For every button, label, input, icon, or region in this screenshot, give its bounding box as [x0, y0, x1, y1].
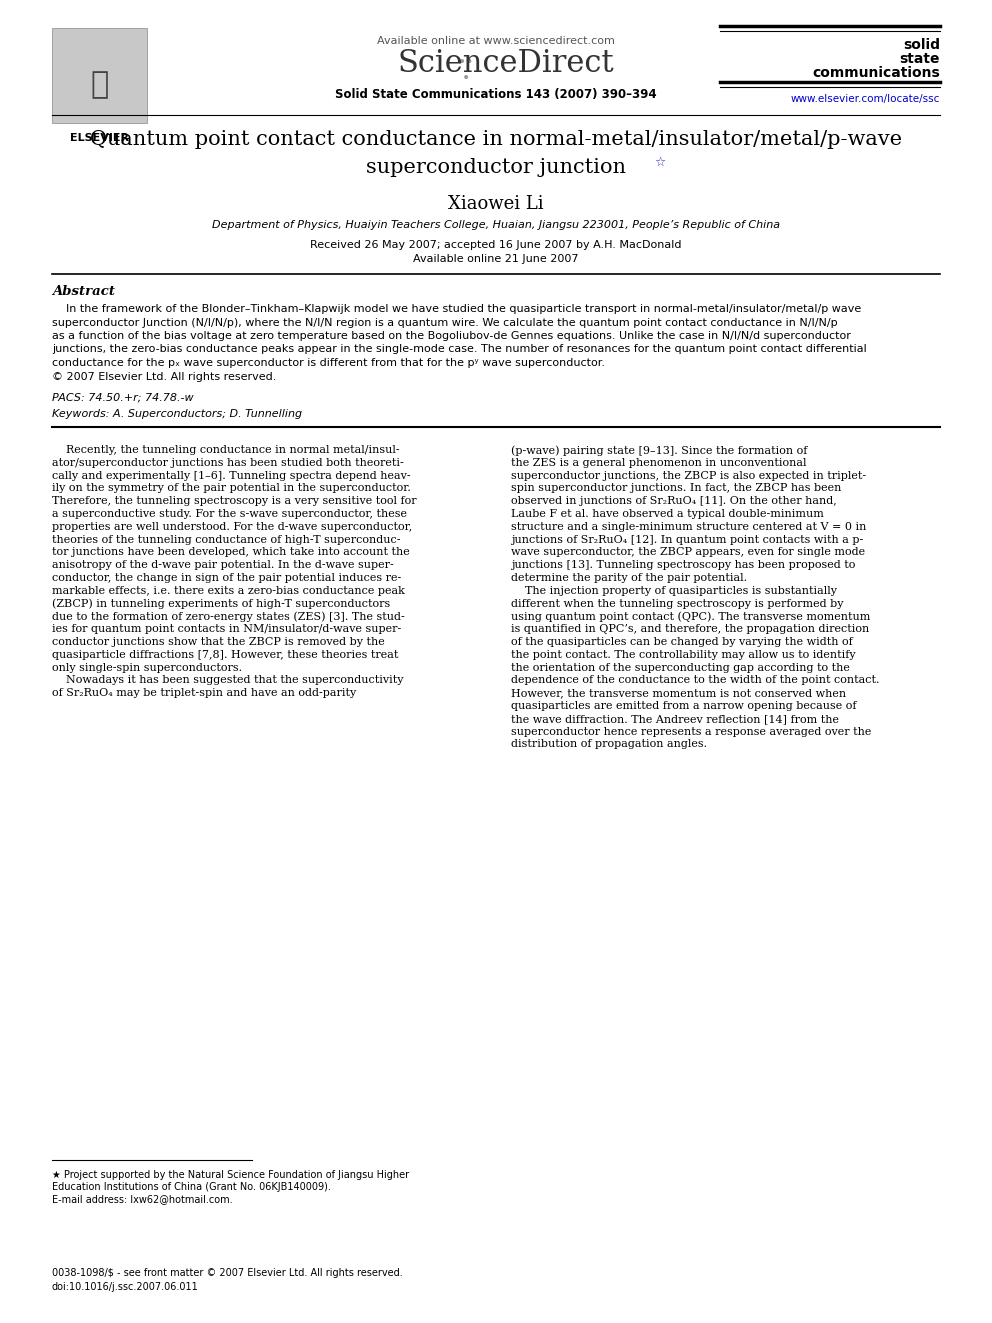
Text: conductance for the pₓ wave superconductor is different from that for the pʸ wav: conductance for the pₓ wave superconduct… — [52, 359, 605, 368]
Text: ☆: ☆ — [654, 156, 666, 169]
Text: Nowadays it has been suggested that the superconductivity: Nowadays it has been suggested that the … — [52, 676, 404, 685]
Text: wave superconductor, the ZBCP appears, even for single mode: wave superconductor, the ZBCP appears, e… — [511, 548, 865, 557]
Bar — [52, 28, 147, 123]
Text: is quantified in QPC’s, and therefore, the propagation direction: is quantified in QPC’s, and therefore, t… — [511, 624, 869, 634]
Text: theories of the tunneling conductance of high-T⁣ superconduc-: theories of the tunneling conductance of… — [52, 534, 401, 545]
Text: of Sr₂RuO₄ may be triplet-spin and have an odd-parity: of Sr₂RuO₄ may be triplet-spin and have … — [52, 688, 356, 699]
Text: markable effects, i.e. there exits a zero-bias conductance peak: markable effects, i.e. there exits a zer… — [52, 586, 405, 595]
Text: E-mail address: lxw62@hotmail.com.: E-mail address: lxw62@hotmail.com. — [52, 1193, 233, 1204]
Text: (ZBCP) in tunneling experiments of high-T⁣ superconductors: (ZBCP) in tunneling experiments of high-… — [52, 598, 390, 609]
Text: using quantum point contact (QPC). The transverse momentum: using quantum point contact (QPC). The t… — [511, 611, 870, 622]
Text: conductor, the change in sign of the pair potential induces re-: conductor, the change in sign of the pai… — [52, 573, 401, 583]
Text: ily on the symmetry of the pair potential in the superconductor.: ily on the symmetry of the pair potentia… — [52, 483, 411, 493]
Text: The injection property of quasiparticles is substantially: The injection property of quasiparticles… — [511, 586, 837, 595]
Text: superconductor junction: superconductor junction — [366, 157, 626, 177]
Text: junctions, the zero-bias conductance peaks appear in the single-mode case. The n: junctions, the zero-bias conductance pea… — [52, 344, 867, 355]
Text: quasiparticles are emitted from a narrow opening because of: quasiparticles are emitted from a narrow… — [511, 701, 856, 710]
Text: superconductor Junction (N/I/N/p), where the N/I/N region is a quantum wire. We : superconductor Junction (N/I/N/p), where… — [52, 318, 837, 328]
Text: cally and experimentally [1–6]. Tunneling spectra depend heav-: cally and experimentally [1–6]. Tunnelin… — [52, 471, 411, 480]
Text: junctions [13]. Tunneling spectroscopy has been proposed to: junctions [13]. Tunneling spectroscopy h… — [511, 560, 855, 570]
Text: (p-wave) pairing state [9–13]. Since the formation of: (p-wave) pairing state [9–13]. Since the… — [511, 445, 807, 455]
Text: structure and a single-minimum structure centered at V = 0 in: structure and a single-minimum structure… — [511, 521, 866, 532]
Text: observed in junctions of Sr₂RuO₄ [11]. On the other hand,: observed in junctions of Sr₂RuO₄ [11]. O… — [511, 496, 836, 507]
Text: Received 26 May 2007; accepted 16 June 2007 by A.H. MacDonald: Received 26 May 2007; accepted 16 June 2… — [310, 239, 682, 250]
Text: a superconductive study. For the s-wave superconductor, these: a superconductive study. For the s-wave … — [52, 509, 407, 519]
Text: conductor junctions show that the ZBCP is removed by the: conductor junctions show that the ZBCP i… — [52, 636, 385, 647]
Text: Quantum point contact conductance in normal-metal/insulator/metal/p-wave: Quantum point contact conductance in nor… — [90, 130, 902, 149]
Text: ScienceDirect: ScienceDirect — [398, 48, 614, 79]
Text: state: state — [900, 52, 940, 66]
Text: 🌲: 🌲 — [90, 70, 109, 99]
Text: anisotropy of the d-wave pair potential. In the d-wave super-: anisotropy of the d-wave pair potential.… — [52, 560, 394, 570]
Text: distribution of propagation angles.: distribution of propagation angles. — [511, 740, 707, 749]
Text: ies for quantum point contacts in NM/insulator/d-wave super-: ies for quantum point contacts in NM/ins… — [52, 624, 401, 634]
Text: tor junctions have been developed, which take into account the: tor junctions have been developed, which… — [52, 548, 410, 557]
Text: superconductor hence represents a response averaged over the: superconductor hence represents a respon… — [511, 726, 871, 737]
Text: determine the parity of the pair potential.: determine the parity of the pair potenti… — [511, 573, 747, 583]
Text: of the quasiparticles can be changed by varying the width of: of the quasiparticles can be changed by … — [511, 636, 853, 647]
Text: doi:10.1016/j.ssc.2007.06.011: doi:10.1016/j.ssc.2007.06.011 — [52, 1282, 198, 1293]
Text: Education Institutions of China (Grant No. 06KJB140009).: Education Institutions of China (Grant N… — [52, 1181, 331, 1192]
Text: Laube F et al. have observed a typical double-minimum: Laube F et al. have observed a typical d… — [511, 509, 824, 519]
Text: the orientation of the superconducting gap according to the: the orientation of the superconducting g… — [511, 663, 850, 672]
Text: Therefore, the tunneling spectroscopy is a very sensitive tool for: Therefore, the tunneling spectroscopy is… — [52, 496, 417, 507]
Text: ••
•: •• • — [457, 56, 474, 85]
Text: However, the transverse momentum is not conserved when: However, the transverse momentum is not … — [511, 688, 846, 699]
Text: spin superconductor junctions. In fact, the ZBCP has been: spin superconductor junctions. In fact, … — [511, 483, 841, 493]
Text: solid: solid — [903, 38, 940, 52]
Text: communications: communications — [812, 66, 940, 79]
Text: the ZES is a general phenomenon in unconventional: the ZES is a general phenomenon in uncon… — [511, 458, 806, 468]
Text: Solid State Communications 143 (2007) 390–394: Solid State Communications 143 (2007) 39… — [335, 89, 657, 101]
Text: as a function of the bias voltage at zero temperature based on the Bogoliubov-de: as a function of the bias voltage at zer… — [52, 331, 851, 341]
Text: In the framework of the Blonder–Tinkham–Klapwijk model we have studied the quasi: In the framework of the Blonder–Tinkham–… — [52, 304, 861, 314]
Text: Keywords: A. Superconductors; D. Tunnelling: Keywords: A. Superconductors; D. Tunnell… — [52, 409, 303, 419]
Text: properties are well understood. For the d-wave superconductor,: properties are well understood. For the … — [52, 521, 413, 532]
Text: different when the tunneling spectroscopy is performed by: different when the tunneling spectroscop… — [511, 598, 843, 609]
Text: ★ Project supported by the Natural Science Foundation of Jiangsu Higher: ★ Project supported by the Natural Scien… — [52, 1170, 409, 1180]
Text: Available online at www.sciencedirect.com: Available online at www.sciencedirect.co… — [377, 36, 615, 46]
Text: www.elsevier.com/locate/ssc: www.elsevier.com/locate/ssc — [791, 94, 940, 105]
Text: the point contact. The controllability may allow us to identify: the point contact. The controllability m… — [511, 650, 856, 660]
Text: due to the formation of zero-energy states (ZES) [3]. The stud-: due to the formation of zero-energy stat… — [52, 611, 405, 622]
Text: the wave diffraction. The Andreev reflection [14] from the: the wave diffraction. The Andreev reflec… — [511, 714, 839, 724]
Text: 0038-1098/$ - see front matter © 2007 Elsevier Ltd. All rights reserved.: 0038-1098/$ - see front matter © 2007 El… — [52, 1267, 403, 1278]
Text: PACS: 74.50.+r; 74.78.-w: PACS: 74.50.+r; 74.78.-w — [52, 393, 193, 404]
Text: ator/superconductor junctions has been studied both theoreti-: ator/superconductor junctions has been s… — [52, 458, 404, 468]
Text: Department of Physics, Huaiyin Teachers College, Huaian, Jiangsu 223001, People’: Department of Physics, Huaiyin Teachers … — [212, 220, 780, 230]
Text: Recently, the tunneling conductance in normal metal/insul-: Recently, the tunneling conductance in n… — [52, 445, 400, 455]
Text: ELSEVIER: ELSEVIER — [70, 134, 129, 143]
Text: Available online 21 June 2007: Available online 21 June 2007 — [414, 254, 578, 265]
Text: Xiaowei Li: Xiaowei Li — [448, 194, 544, 213]
Text: quasiparticle diffractions [7,8]. However, these theories treat: quasiparticle diffractions [7,8]. Howeve… — [52, 650, 399, 660]
Text: Abstract: Abstract — [52, 284, 115, 298]
Text: dependence of the conductance to the width of the point contact.: dependence of the conductance to the wid… — [511, 676, 880, 685]
Text: only single-spin superconductors.: only single-spin superconductors. — [52, 663, 242, 672]
Text: © 2007 Elsevier Ltd. All rights reserved.: © 2007 Elsevier Ltd. All rights reserved… — [52, 372, 277, 381]
Text: junctions of Sr₂RuO₄ [12]. In quantum point contacts with a p-: junctions of Sr₂RuO₄ [12]. In quantum po… — [511, 534, 863, 545]
Text: superconductor junctions, the ZBCP is also expected in triplet-: superconductor junctions, the ZBCP is al… — [511, 471, 866, 480]
